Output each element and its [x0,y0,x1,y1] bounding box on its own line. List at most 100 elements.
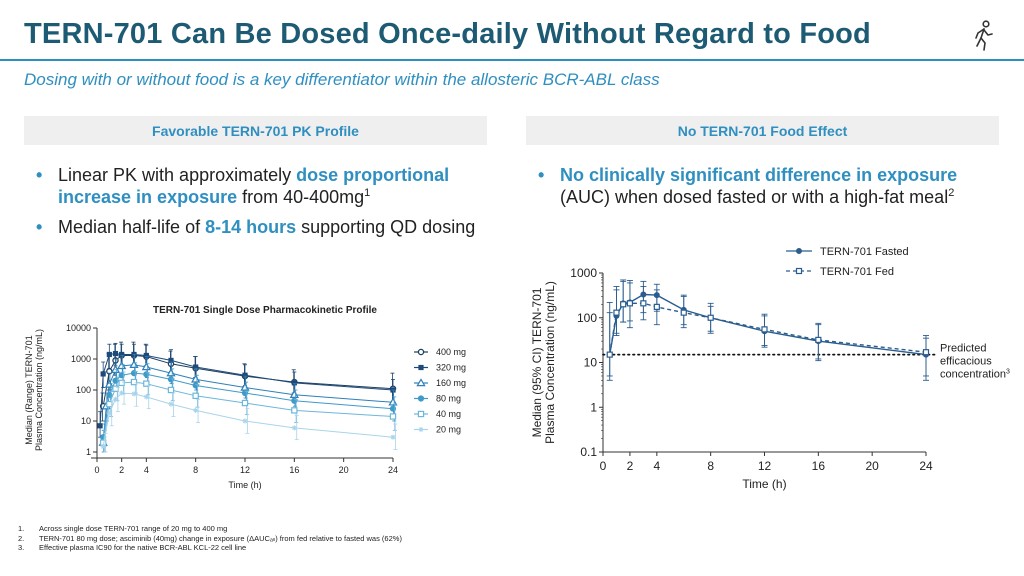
y-axis-label: Median (Range) TERN-701 [24,335,34,444]
data-point [168,357,174,364]
data-point [417,395,425,402]
x-tick-label: 8 [707,459,714,473]
x-tick-label: 20 [865,459,879,473]
data-point [653,303,660,310]
data-point [389,405,397,412]
y-axis-label: Median (95% CI) TERN-701 [530,287,544,437]
data-point [112,377,119,384]
data-point [606,351,613,358]
data-point [242,418,248,424]
x-tick-label: 16 [812,459,826,473]
bullet-dose-proportional: Linear PK with approximately dose propor… [36,164,486,208]
data-point [620,301,627,308]
data-point [143,352,149,359]
data-point [707,314,714,321]
footnote: 2. TERN-701 80 mg dose; asciminib (40mg) … [18,533,402,543]
highlight-text: 8-14 hours [205,217,297,237]
data-point [613,309,620,316]
left-bullets: Linear PK with approximately dose propor… [36,164,486,246]
right-bullets: No clinically significant difference in … [538,164,993,216]
data-point [119,390,125,396]
x-tick-label: 24 [388,465,398,475]
data-point [131,391,137,397]
x-axis-label: Time (h) [228,480,261,490]
data-point [119,351,125,358]
walking-person-icon [975,20,993,51]
data-point [100,443,106,450]
data-point [193,364,199,370]
legend-label: 80 mg [436,394,461,404]
data-point [242,372,248,378]
data-point [118,372,125,379]
bullet-half-life: Median half-life of 8-14 hours supportin… [36,216,486,238]
threshold-label: efficacious [940,356,992,368]
data-point [922,349,930,356]
data-point [289,390,299,399]
data-point [626,300,634,307]
legend-label: 400 mg [436,347,466,357]
data-point [389,413,397,420]
series-line [102,364,394,443]
data-point [130,378,138,386]
y-tick-label: 10 [81,416,91,426]
data-point [761,326,768,333]
y-tick-label: 10000 [66,323,91,333]
data-point [418,426,424,433]
footnote: 1. Across single dose TERN-701 range of 2… [18,524,228,533]
single-dose-pk-chart: TERN-701 Single Dose Pharmacokinetic Pro… [24,305,466,490]
bullet-food-effect: No clinically significant difference in … [538,164,993,208]
data-point [141,362,151,371]
data-point [388,397,398,406]
footnotes: 1. Across single dose TERN-701 range of 2… [18,524,402,553]
y-tick-label: 100 [76,385,91,395]
highlight-text: No clinically significant difference in … [560,165,958,185]
data-point [106,351,112,358]
legend-label: TERN-701 Fasted [820,246,909,258]
chart-title: TERN-701 Single Dose Pharmacokinetic Pro… [153,305,377,316]
y-tick-label: 1000 [570,266,597,280]
data-point [110,364,121,373]
data-point [796,248,802,254]
header-rule [0,59,1024,61]
legend-label: 160 mg [436,378,466,388]
y-tick-label: 10 [584,356,598,370]
legend-label: 20 mg [436,425,461,435]
right-panel-header: No TERN-701 Food Effect [526,116,999,145]
y-tick-label: 1000 [71,354,91,364]
x-tick-label: 2 [627,459,634,473]
data-point [106,400,113,408]
footnote-marker: 3 [1006,369,1010,376]
x-axis-label: Time (h) [742,477,786,491]
data-point [130,370,138,377]
data-point [291,425,297,431]
data-point [117,361,127,370]
x-tick-label: 12 [758,459,772,473]
data-point [167,376,175,383]
data-point [291,380,297,386]
x-tick-label: 0 [94,465,99,475]
legend-label: 320 mg [436,363,466,373]
data-point [417,410,425,418]
data-point [168,401,174,407]
data-point [129,360,139,368]
y-tick-label: 1 [590,400,597,414]
y-tick-label: 0.1 [580,445,597,459]
legend-label: 40 mg [436,409,461,419]
x-tick-label: 2 [119,465,124,475]
data-point [106,410,112,416]
data-point [143,380,150,387]
left-panel-header: Favorable TERN-701 PK Profile [24,116,487,145]
y-tick-label: 1 [86,447,91,457]
threshold-label: concentration3 [940,369,1010,381]
x-tick-label: 4 [144,465,149,475]
data-point [193,407,199,413]
x-tick-label: 20 [339,465,349,475]
data-point [143,394,149,400]
x-tick-label: 8 [193,465,198,475]
data-point [418,364,424,371]
page-title: TERN-701 Can Be Dosed Once-daily Without… [24,18,871,50]
data-point [390,434,396,440]
x-tick-label: 12 [240,465,250,475]
footnote: 3. Effective plasma IC90 for the native B… [18,543,247,552]
